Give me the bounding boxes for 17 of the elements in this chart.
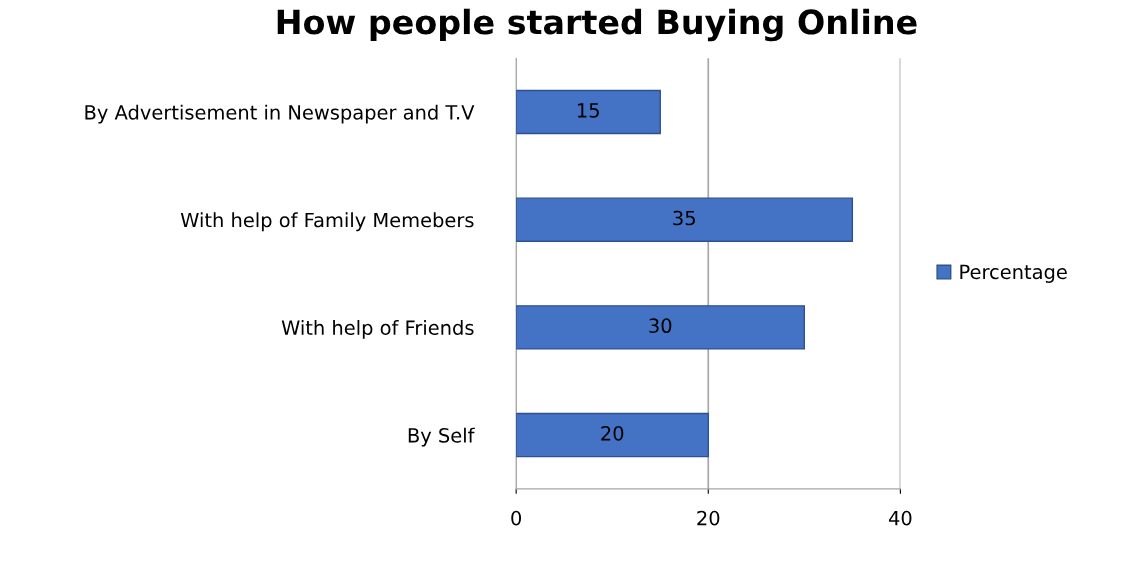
- data-label: 30: [649, 318, 672, 334]
- y-tick-label: With help of Family Memebers: [180, 212, 474, 232]
- y-tick-label: By Advertisement in Newspaper and T.V: [85, 104, 475, 124]
- y-tick-label: By Self: [408, 427, 475, 447]
- bar: [516, 412, 709, 458]
- data-label: 15: [577, 103, 599, 118]
- data-label: 20: [601, 425, 624, 441]
- chart-title: How people started Buying Online: [277, 8, 917, 42]
- bar: [516, 197, 854, 242]
- legend-label: Percentage: [960, 264, 1067, 283]
- x-tick-label: 40: [888, 510, 912, 526]
- x-tick-label: 20: [697, 510, 720, 526]
- y-tick-label: With help of Friends: [281, 319, 474, 339]
- bar: [516, 305, 806, 350]
- x-tick-label: 0: [511, 510, 522, 526]
- data-label: 35: [673, 210, 695, 226]
- bar: [516, 89, 661, 135]
